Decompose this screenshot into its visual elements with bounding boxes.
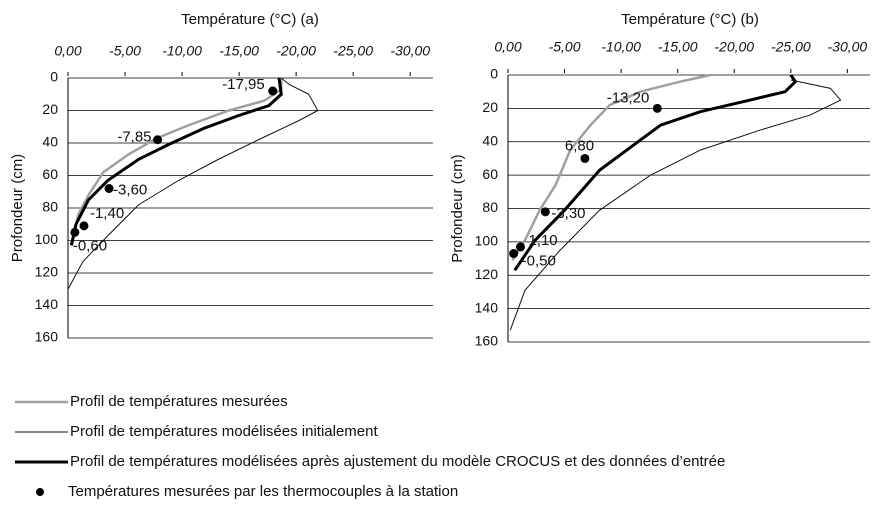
legend-label: Profil de températures modélisées initia… — [70, 423, 378, 440]
y-tick-label: 40 — [482, 132, 498, 148]
x-tick-label: -30,00 — [828, 39, 868, 55]
y-tick-label: 20 — [42, 101, 58, 117]
point-label: -3,60 — [113, 181, 147, 198]
profile-line — [509, 79, 842, 331]
y-tick-label: 60 — [42, 166, 58, 182]
x-tick-label: 0,00 — [54, 43, 81, 59]
y-tick-label: 120 — [35, 264, 59, 280]
y-tick-label: 0 — [490, 66, 498, 82]
x-tick-label: 0,00 — [494, 39, 521, 55]
point-label: -3,30 — [551, 205, 585, 222]
thermocouple-point — [580, 153, 590, 163]
x-tick-label: -5,00 — [549, 39, 581, 55]
y-axis-label: Profondeur (cm) — [9, 154, 26, 262]
y-tick-label: 60 — [482, 166, 498, 182]
chart-title: Température (°C) (b) — [621, 11, 759, 28]
y-tick-label: 140 — [35, 296, 59, 312]
y-tick-label: 40 — [42, 134, 58, 150]
x-tick-label: -15,00 — [658, 39, 698, 55]
thermocouple-point — [540, 207, 550, 217]
thermocouple-point — [79, 221, 89, 231]
profile-line — [511, 73, 711, 261]
legend-label: Profil de températures mesurées — [70, 393, 288, 410]
chart-title: Température (°C) (a) — [181, 11, 319, 28]
y-tick-label: 100 — [475, 233, 499, 249]
x-tick-label: -30,00 — [390, 43, 430, 59]
y-tick-label: 80 — [42, 199, 58, 215]
point-label: -7,85 — [117, 129, 151, 146]
x-tick-label: -10,00 — [601, 39, 641, 55]
y-tick-label: 140 — [475, 299, 499, 315]
x-tick-label: -10,00 — [162, 43, 202, 59]
point-label: -17,95 — [222, 76, 265, 93]
thermocouple-point — [515, 242, 525, 252]
y-tick-label: 120 — [475, 266, 499, 282]
profile-line — [69, 77, 283, 246]
profile-line — [513, 74, 798, 272]
y-tick-label: 0 — [50, 69, 58, 85]
y-tick-label: 160 — [35, 329, 59, 345]
x-tick-label: -15,00 — [219, 43, 259, 59]
x-tick-label: -20,00 — [714, 39, 754, 55]
x-tick-label: -25,00 — [333, 43, 373, 59]
thermocouple-point — [268, 86, 278, 96]
profile-line — [67, 77, 319, 290]
legend-marker — [36, 488, 44, 496]
point-label: -0,60 — [73, 237, 107, 254]
x-tick-label: -5,00 — [109, 43, 141, 59]
thermocouple-point — [652, 103, 662, 113]
y-tick-label: 20 — [482, 99, 498, 115]
y-tick-label: 100 — [35, 231, 59, 247]
x-tick-label: -20,00 — [276, 43, 316, 59]
y-axis-label: Profondeur (cm) — [449, 154, 466, 262]
thermocouple-point — [70, 227, 80, 237]
thermocouple-point — [509, 249, 519, 259]
point-label: -0,50 — [522, 253, 556, 270]
thermocouple-point — [104, 184, 114, 193]
point-label: -1,40 — [90, 205, 124, 222]
x-tick-label: -25,00 — [771, 39, 811, 55]
y-tick-label: 160 — [475, 333, 499, 349]
legend-label: Profil de températures modélisées après … — [70, 453, 725, 470]
point-label: 6,80 — [565, 137, 594, 154]
y-tick-label: 80 — [482, 199, 498, 215]
legend-label: Températures mesurées par les thermocoup… — [68, 483, 458, 500]
point-label: 1,10 — [528, 232, 557, 249]
thermocouple-point — [153, 135, 163, 145]
point-label: -13,20 — [607, 89, 650, 106]
